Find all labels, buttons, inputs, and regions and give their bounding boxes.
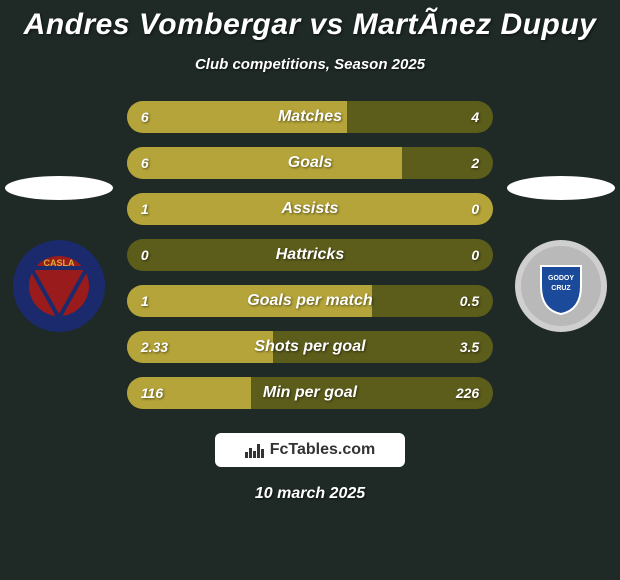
brand-footer[interactable]: FcTables.com [215, 433, 405, 467]
stat-value-right: 0.5 [460, 293, 479, 309]
stat-label: Goals [127, 154, 493, 172]
stat-label: Shots per goal [127, 338, 493, 356]
page-title: Andres Vombergar vs MartÃnez Dupuy [0, 8, 620, 42]
san-lorenzo-icon: CASLA [11, 238, 107, 334]
chart-icon [245, 442, 264, 458]
stat-row: Hattricks0 0 [127, 239, 493, 271]
player-left-column: CASLA [0, 176, 119, 334]
stat-value-right: 0 [471, 247, 479, 263]
stat-row: Matches6 4 [127, 101, 493, 133]
stat-label: Assists [127, 200, 493, 218]
stat-value-left: 6 [141, 109, 149, 125]
stat-row: Goals6 2 [127, 147, 493, 179]
comparison-body: CASLA Matches64Goals62Assists10Hattricks… [0, 101, 620, 409]
brand-label: FcTables.com [270, 441, 376, 459]
stat-value-right: 226 [456, 385, 479, 401]
stat-value-left: 6 [141, 155, 149, 171]
stat-label: Min per goal [127, 384, 493, 402]
stat-value-left: 1 [141, 293, 149, 309]
svg-text:CASLA: CASLA [44, 258, 75, 268]
stat-row: Min per goal116 226 [127, 377, 493, 409]
stat-value-left: 116 [141, 385, 163, 401]
stat-label: Goals per match [127, 292, 493, 310]
comparison-card: Andres Vombergar vs MartÃnez Dupuy Club … [0, 0, 620, 580]
subtitle: Club competitions, Season 2025 [0, 56, 620, 73]
stat-label: Hattricks [127, 246, 493, 264]
stat-label: Matches [127, 108, 493, 126]
stat-value-left: 2.33 [141, 339, 168, 355]
stat-row: Assists1 0 [127, 193, 493, 225]
stat-value-right: 0 [471, 201, 479, 217]
stat-value-right: 2 [471, 155, 479, 171]
svg-text:GODOY: GODOY [548, 275, 574, 282]
godoy-cruz-icon: GODOY CRUZ [513, 238, 609, 334]
date-label: 10 march 2025 [0, 485, 620, 503]
stat-row: Goals per match1 0.5 [127, 285, 493, 317]
club-badge-right: GODOY CRUZ [513, 238, 609, 334]
club-badge-left: CASLA [11, 238, 107, 334]
player-left-portrait-placeholder [5, 176, 113, 200]
svg-text:CRUZ: CRUZ [551, 285, 571, 292]
player-right-portrait-placeholder [507, 176, 615, 200]
stat-value-right: 4 [471, 109, 479, 125]
player-right-column: GODOY CRUZ [501, 176, 620, 334]
stat-bars: Matches64Goals62Assists10Hattricks00Goal… [127, 101, 493, 409]
stat-value-right: 3.5 [460, 339, 479, 355]
stat-value-left: 1 [141, 201, 149, 217]
stat-row: Shots per goal2.33 3.5 [127, 331, 493, 363]
stat-value-left: 0 [141, 247, 149, 263]
